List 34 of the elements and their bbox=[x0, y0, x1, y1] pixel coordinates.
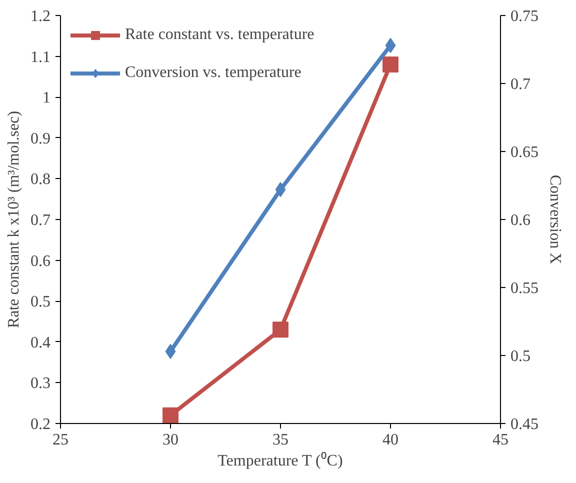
y-tick-label: 0.9 bbox=[30, 130, 50, 148]
y-tick-label: 0.4 bbox=[30, 334, 50, 352]
y-tick-label: 0.8 bbox=[30, 171, 50, 188]
y2-tick-label: 0.6 bbox=[510, 212, 530, 229]
y-tick-label: 0.2 bbox=[30, 416, 50, 433]
y-tick-label: 0.7 bbox=[30, 212, 50, 229]
y2-tick-label: 0.5 bbox=[510, 348, 530, 365]
y2-tick-label: 0.45 bbox=[510, 416, 538, 433]
y2-tick-label: 0.55 bbox=[510, 280, 538, 297]
x-tick-label: 25 bbox=[52, 432, 68, 448]
y2-axis-title: Conversion X bbox=[546, 174, 564, 265]
y-tick-label: 0.3 bbox=[30, 375, 50, 392]
point bbox=[162, 407, 178, 424]
point bbox=[385, 38, 396, 53]
point bbox=[382, 56, 398, 72]
point bbox=[275, 182, 286, 198]
y2-tick-label: 0.7 bbox=[510, 76, 530, 93]
y2-tick-label: 0.65 bbox=[510, 144, 538, 161]
point bbox=[272, 322, 288, 338]
x-tick-label: 45 bbox=[492, 432, 508, 448]
y-tick-label: 1.1 bbox=[30, 48, 50, 66]
point bbox=[165, 344, 176, 359]
legend-label: Rate constant vs. temperature bbox=[125, 26, 314, 44]
y2-tick-label: 0.75 bbox=[510, 8, 538, 25]
x-tick-label: 40 bbox=[382, 432, 398, 448]
y-tick-label: 1 bbox=[42, 90, 50, 107]
x-tick-label: 30 bbox=[162, 432, 178, 448]
y-tick-label: 0.6 bbox=[30, 252, 50, 270]
x-axis-title: Temperature T (⁰C) bbox=[218, 452, 343, 470]
y-tick-label: 1.2 bbox=[30, 8, 50, 25]
x-tick-label: 35 bbox=[272, 432, 288, 448]
legend-label: Conversion vs. temperature bbox=[125, 64, 302, 82]
y-tick-label: 0.5 bbox=[30, 294, 50, 311]
y-axis-title: Rate constant k x10³ (m³/mol.sec) bbox=[6, 110, 22, 328]
